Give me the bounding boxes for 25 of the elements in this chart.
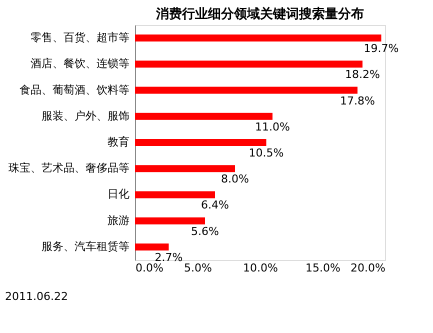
x-tick-label: 10.0% bbox=[243, 262, 278, 274]
y-tick-label: 食品、葡萄酒、饮料等 bbox=[20, 83, 130, 96]
y-tick-label: 酒店、餐饮、连锁等 bbox=[30, 57, 130, 70]
y-tick-label: 零售、百货、超市等 bbox=[30, 31, 130, 44]
data-label: 2.7% bbox=[154, 250, 183, 264]
data-label: 8.0% bbox=[221, 172, 249, 186]
data-label: 5.6% bbox=[191, 224, 219, 238]
y-tick-label: 教育 bbox=[108, 136, 130, 148]
x-tick-label: 20.0% bbox=[350, 262, 386, 274]
text: 2011.06.22 bbox=[5, 290, 68, 303]
x-tick-label: 0.0% bbox=[136, 262, 164, 274]
chart-title: 消费行业细分领域关键词搜索量分布 bbox=[155, 6, 364, 22]
y-tick-label: 服务、汽车租赁等 bbox=[42, 240, 130, 253]
data-label: 6.4% bbox=[201, 198, 229, 212]
y-tick-label: 珠宝、艺术品、奢侈品等 bbox=[8, 162, 130, 175]
x-tick-label: 15.0% bbox=[306, 262, 340, 274]
x-tick-label: 5.0% bbox=[184, 262, 212, 274]
y-tick-label: 旅游 bbox=[108, 214, 130, 227]
data-label: 18.2% bbox=[345, 68, 380, 82]
data-label: 19.7% bbox=[364, 42, 399, 56]
data-label: 10.5% bbox=[248, 146, 284, 160]
data-label: 17.8% bbox=[340, 94, 375, 108]
y-tick-label: 日化 bbox=[108, 188, 130, 201]
y-tick-label: 服装、户外、服饰 bbox=[42, 109, 130, 122]
data-label: 11.0% bbox=[255, 120, 290, 134]
